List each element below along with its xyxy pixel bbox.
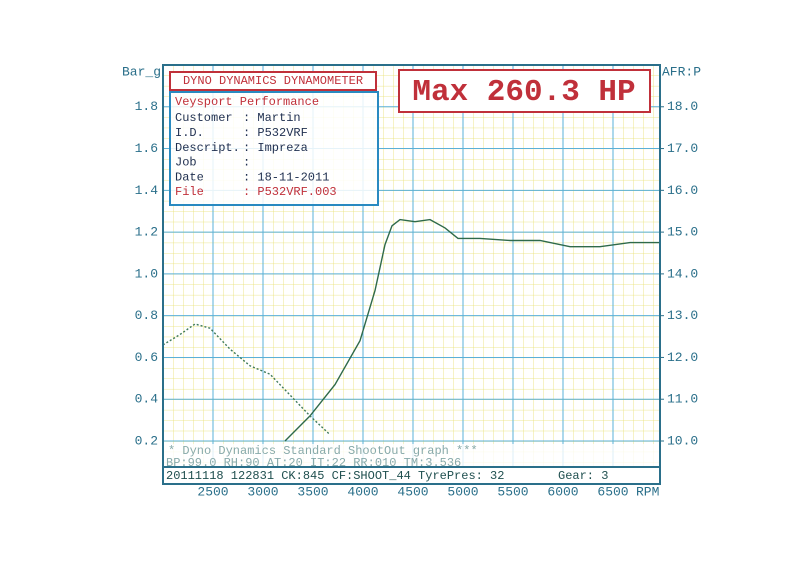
- plot-lines: [162, 218, 660, 442]
- footer-bg: [164, 444, 659, 467]
- y2-tick-label: 16.0: [667, 183, 698, 198]
- info-value: : P532VRF: [243, 126, 308, 140]
- x-tick-label: 3500: [297, 484, 328, 499]
- x-tick-label: 5500: [497, 484, 528, 499]
- info-label: Job: [175, 156, 197, 170]
- max-power: Max 260.3 HP: [412, 75, 635, 110]
- y-tick-label: 1.6: [135, 141, 158, 156]
- info-label: Date: [175, 170, 204, 184]
- info-value: : P532VRF.003: [243, 185, 337, 199]
- y-tick-label: 1.2: [135, 225, 158, 240]
- plot-frame: [162, 64, 661, 485]
- info-label: File: [175, 185, 204, 199]
- x-axis-title: RPM: [636, 484, 659, 499]
- x-tick-label: 4500: [397, 484, 428, 499]
- x-tick-label: 2500: [197, 484, 228, 499]
- y-tick-label: 1.8: [135, 99, 158, 114]
- company: Veysport Performance: [175, 95, 319, 109]
- y2-axis-title: AFR:P: [662, 64, 701, 79]
- info-value: : 18-11-2011: [243, 170, 329, 184]
- y2-tick-label: 14.0: [667, 266, 698, 281]
- info-value: : Impreza: [243, 141, 308, 155]
- max-box: [398, 69, 651, 113]
- header-box: [169, 71, 377, 91]
- footer-strip: [164, 468, 659, 483]
- footer-line: 20111118 122831 CK:845 CF:SHOOT_44 TyreP…: [166, 469, 504, 483]
- x-tick-label: 5000: [447, 484, 478, 499]
- info-label: I.D.: [175, 126, 204, 140]
- y-tick-label: 0.2: [135, 433, 158, 448]
- data-line: [162, 323, 331, 436]
- y2-tick-label: 15.0: [667, 225, 698, 240]
- y2-tick-label: 12.0: [667, 350, 698, 365]
- info-value: : Martin: [243, 111, 301, 125]
- y-tick-label: 0.6: [135, 350, 158, 365]
- header: DYNO DYNAMICS DYNAMOMETER: [183, 74, 363, 88]
- y2-tick-label: 13.0: [667, 308, 698, 323]
- y-tick-label: 0.4: [135, 392, 159, 407]
- y2-tick-label: 11.0: [667, 392, 698, 407]
- y2-tick-label: 18.0: [667, 99, 698, 114]
- info-label: Customer: [175, 111, 233, 125]
- data-line: [284, 218, 660, 442]
- y-tick-label: 1.4: [135, 183, 159, 198]
- footer-gear: Gear: 3: [558, 469, 608, 483]
- x-tick-label: 3000: [247, 484, 278, 499]
- x-tick-label: 6500: [597, 484, 628, 499]
- y-axis-title: Bar_g: [122, 64, 161, 79]
- footer-line: * Dyno Dynamics Standard ShootOut graph …: [168, 444, 478, 458]
- footer-line: BP:99.0 RH:90 AT:20 IT:22 RR:010 TM:3.53…: [166, 456, 461, 470]
- y-tick-label: 1.0: [135, 266, 158, 281]
- y-tick-label: 0.8: [135, 308, 158, 323]
- info-value: :: [243, 156, 250, 170]
- x-tick-label: 4000: [347, 484, 378, 499]
- info-box: [169, 91, 379, 206]
- y2-tick-label: 17.0: [667, 141, 698, 156]
- x-tick-label: 6000: [547, 484, 578, 499]
- y2-tick-label: 10.0: [667, 433, 698, 448]
- info-label: Descript.: [175, 141, 240, 155]
